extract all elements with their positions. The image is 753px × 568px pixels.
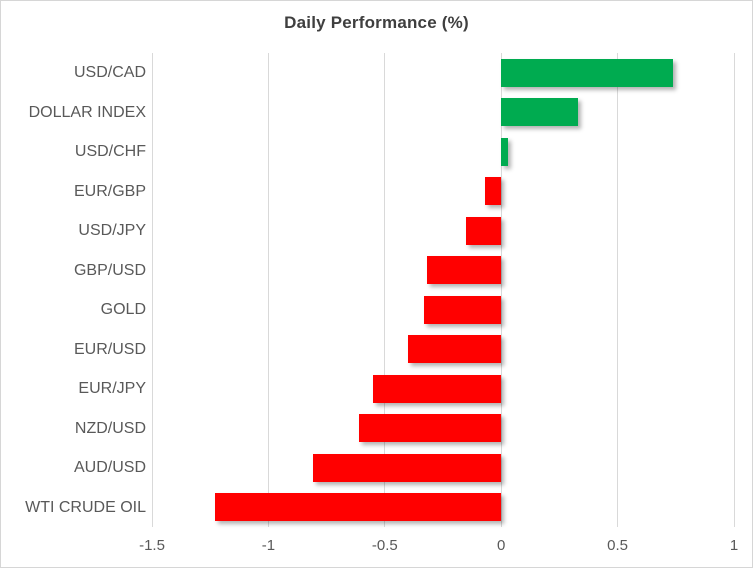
gridline--0-5 [384, 53, 386, 527]
bar-eur-gbp [484, 177, 502, 206]
category-label-usd-chf: USD/CHF [74, 143, 146, 160]
category-label-aud-usd: AUD/USD [73, 459, 146, 476]
gridline--1-5 [151, 53, 153, 527]
x-tick-label: -0.5 [371, 537, 398, 554]
category-label-gold: GOLD [100, 301, 146, 318]
x-tick-label: 0 [497, 537, 506, 554]
category-label-nzd-usd: NZD/USD [74, 419, 146, 437]
bar-usd-chf [501, 137, 509, 166]
bar-wti-crude-oil [214, 493, 502, 522]
category-label-usd-cad: USD/CAD [73, 64, 146, 81]
bar-eur-jpy [373, 374, 502, 403]
bar-aud-usd [312, 453, 502, 482]
gridline--1 [267, 53, 269, 527]
category-label-eur-gbp: EUR/GBP [73, 182, 146, 200]
x-tick-label: -1 [261, 537, 276, 554]
bar-eur-usd [408, 335, 502, 364]
category-label-wti-crude-oil: WTI CRUDE OIL [25, 498, 146, 516]
bar-usd-cad [501, 58, 674, 87]
gridline-0-5 [617, 53, 619, 527]
x-tick-label: -1.5 [139, 537, 165, 554]
category-label-eur-usd: EUR/USD [73, 340, 146, 358]
category-label-eur-jpy: EUR/JPY [78, 380, 146, 397]
category-label-usd-jpy: USD/JPY [78, 222, 146, 239]
bar-gold [424, 295, 502, 324]
category-label-gbp-usd: GBP/USD [73, 261, 146, 279]
category-label-dollar-index: DOLLAR INDEX [28, 103, 146, 121]
plot-area [151, 53, 735, 527]
chart-title: Daily Performance (%) [284, 13, 469, 32]
bar-dollar-index [501, 98, 578, 127]
bar-usd-jpy [466, 216, 502, 245]
bar-gbp-usd [426, 256, 502, 285]
bar-nzd-usd [359, 414, 502, 443]
x-tick-label: 1 [729, 537, 739, 554]
x-tick-label: 0.5 [607, 537, 629, 554]
gridline-1 [733, 53, 735, 527]
gridline-0 [500, 53, 502, 527]
